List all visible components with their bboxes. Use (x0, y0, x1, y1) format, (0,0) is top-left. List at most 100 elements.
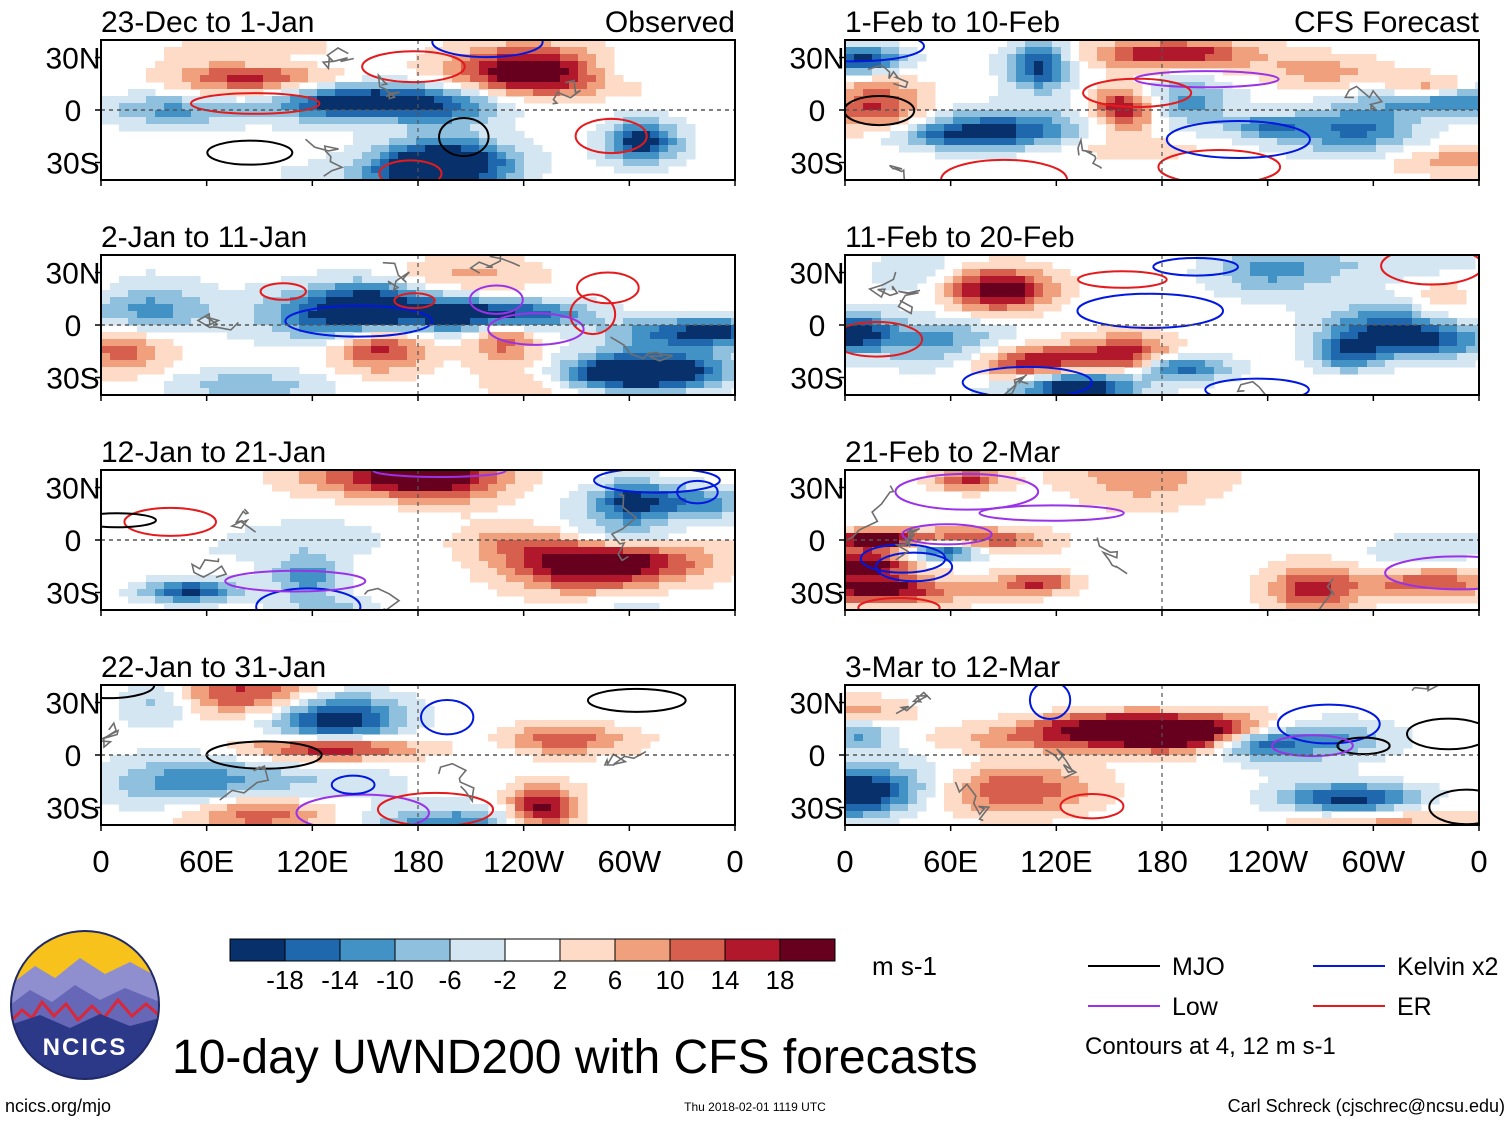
colorbar-swatch (394, 938, 451, 962)
y-tick-label: 30S (46, 793, 99, 826)
y-tick-label: 0 (65, 310, 82, 343)
panel-period-label: 2-Jan to 11-Jan (101, 221, 307, 254)
contour-line (845, 320, 924, 358)
contour-legend: MJO Kelvin x2 Low ER (1088, 953, 1498, 1021)
x-tick-label: 0 (92, 844, 109, 879)
contour-line (586, 687, 687, 713)
coastline (895, 691, 932, 715)
colorbar-swatch (284, 938, 341, 962)
x-tick-label: 120W (1227, 844, 1309, 879)
colorbar-label: -18 (266, 965, 304, 995)
colorbar-swatch (779, 938, 836, 962)
coastline (603, 750, 647, 767)
colorbar-label: 6 (608, 965, 622, 995)
contour-line (206, 139, 294, 166)
coastline (1002, 373, 1029, 395)
y-tick-label: 0 (809, 740, 826, 773)
coastline (897, 289, 921, 315)
coastline (1236, 380, 1267, 395)
y-tick-label: 30N (789, 43, 844, 76)
map-panel: 23-Dec to 1-Jan Observed 30N 0 30S (45, 6, 736, 186)
column-label: CFS Forecast (1294, 6, 1480, 39)
coastline (229, 508, 257, 533)
coastline (437, 762, 475, 804)
coastline (377, 72, 400, 100)
coastline (469, 255, 521, 274)
legend-label: Low (1172, 993, 1219, 1021)
contour-line (961, 365, 1093, 395)
contour-line (1384, 555, 1479, 591)
x-tick-label: 60E (923, 844, 978, 879)
contour-line (894, 472, 1040, 511)
panel-period-label: 11-Feb to 20-Feb (845, 221, 1075, 254)
panel-period-label: 1-Feb to 10-Feb (845, 6, 1060, 39)
y-tick-label: 30S (46, 363, 99, 396)
y-tick-label: 30S (46, 578, 99, 611)
y-tick-label: 0 (809, 525, 826, 558)
contour-line (420, 699, 475, 736)
x-tick-label: 60W (1341, 844, 1405, 879)
panel-period-label: 3-Mar to 12-Mar (845, 651, 1060, 684)
colorbar-label: 18 (766, 965, 795, 995)
colorbar-label: 14 (711, 965, 740, 995)
colorbar-swatch (229, 938, 286, 962)
coastline (894, 527, 921, 561)
y-tick-label: 30S (790, 793, 843, 826)
coastline (1096, 537, 1128, 575)
coastline (867, 271, 899, 299)
footer-credit: Carl Schreck (cjschrec@ncsu.edu) (1228, 1096, 1505, 1116)
contour-line (1076, 292, 1225, 329)
contour-line (1059, 792, 1125, 820)
legend-label: Kelvin x2 (1397, 953, 1498, 981)
contour-line (284, 304, 434, 338)
colorbar-label: 10 (656, 965, 685, 995)
x-tick-label: 0 (726, 844, 743, 879)
y-tick-label: 0 (809, 95, 826, 128)
wind-anomaly-field (845, 685, 1479, 825)
coastline (1045, 748, 1078, 779)
colorbar-label: 2 (553, 965, 567, 995)
contour-line (330, 774, 376, 795)
colorbar-units: m s-1 (872, 951, 937, 981)
colorbar-swatch (724, 938, 781, 962)
y-tick-label: 30N (45, 473, 100, 506)
wind-anomaly-field (845, 255, 1479, 395)
footer-site[interactable]: ncics.org/mjo (5, 1096, 111, 1116)
contour-line (1336, 736, 1391, 756)
contour-line (123, 506, 217, 537)
x-tick-label: 60E (179, 844, 234, 879)
coastline (363, 587, 401, 610)
y-tick-label: 30S (46, 148, 99, 181)
contour-line (1165, 119, 1311, 159)
colorbar-swatch (449, 938, 506, 962)
coastline (321, 47, 354, 71)
colorbar-label: -6 (438, 965, 461, 995)
coastline (219, 764, 270, 801)
y-tick-label: 30N (45, 43, 100, 76)
contour-line (361, 50, 466, 84)
y-tick-label: 30N (789, 258, 844, 291)
contour-line (574, 117, 648, 155)
x-tick-label: 120E (276, 844, 348, 879)
wind-anomaly-field (101, 40, 735, 180)
ncics-logo: NCICS (10, 930, 160, 1080)
coastline (1317, 578, 1336, 610)
x-tick-label: 180 (1136, 844, 1188, 879)
contour-line (874, 551, 954, 583)
coastline (552, 79, 582, 105)
colorbar-label: -10 (376, 965, 414, 995)
x-tick-label: 60W (597, 844, 661, 879)
contour-line (845, 40, 925, 63)
contour-note: Contours at 4, 12 m s-1 (1085, 1033, 1336, 1060)
footer-timestamp: Thu 2018-02-01 1119 UTC (684, 1100, 826, 1114)
legend-label: ER (1397, 993, 1432, 1021)
x-tick-label: 120E (1020, 844, 1092, 879)
contour-line (101, 512, 157, 529)
